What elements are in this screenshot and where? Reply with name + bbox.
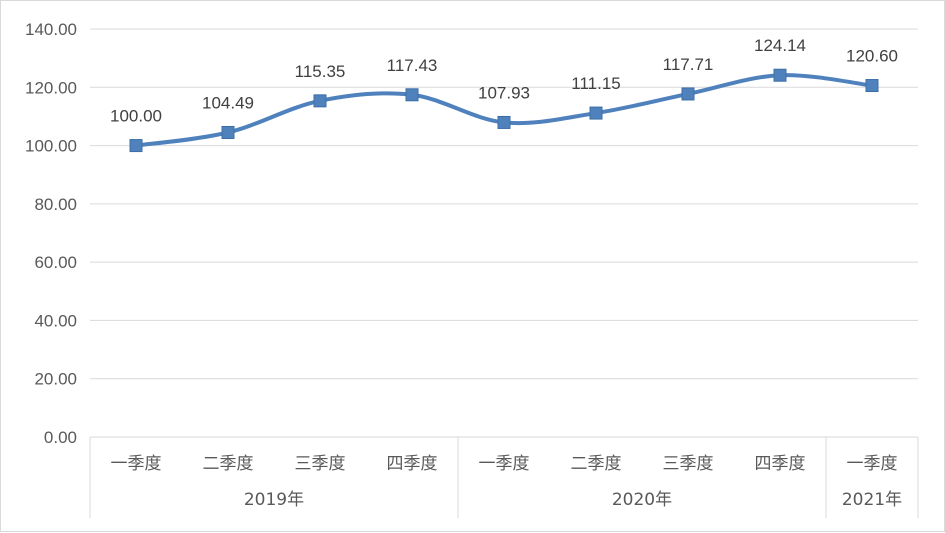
data-label: 124.14 xyxy=(754,36,806,55)
data-point-marker xyxy=(221,125,235,139)
x-tick-label: 一季度 xyxy=(479,454,530,474)
data-point-marker xyxy=(681,87,695,101)
x-tick-label: 三季度 xyxy=(295,454,346,474)
data-point-marker xyxy=(865,79,879,93)
data-label: 100.00 xyxy=(110,107,162,126)
x-group-label: 2021年 xyxy=(842,490,902,510)
data-label: 120.60 xyxy=(846,47,898,66)
y-tick-label: 100.00 xyxy=(25,137,77,156)
data-point-marker xyxy=(773,68,787,82)
x-tick-label: 一季度 xyxy=(847,454,898,474)
x-group-label: 2020年 xyxy=(612,490,672,510)
data-point-marker xyxy=(129,139,143,153)
x-group-label: 2019年 xyxy=(244,490,304,510)
x-tick-label: 三季度 xyxy=(663,454,714,474)
data-label: 104.49 xyxy=(202,93,254,112)
data-label: 111.15 xyxy=(571,74,620,93)
y-tick-label: 60.00 xyxy=(34,253,77,272)
x-tick-label: 四季度 xyxy=(387,454,438,474)
data-point-marker xyxy=(589,106,603,120)
data-point-marker xyxy=(405,88,419,102)
y-tick-label: 80.00 xyxy=(34,195,77,214)
x-tick-label: 二季度 xyxy=(571,454,622,474)
x-tick-label: 四季度 xyxy=(755,454,806,474)
x-tick-label: 二季度 xyxy=(203,454,254,474)
y-tick-label: 0.00 xyxy=(44,428,77,447)
data-label: 115.35 xyxy=(295,62,346,81)
y-tick-label: 140.00 xyxy=(25,20,77,39)
data-label: 117.71 xyxy=(663,55,714,74)
y-tick-label: 20.00 xyxy=(34,370,77,389)
data-point-marker xyxy=(313,94,327,108)
data-label: 107.93 xyxy=(478,83,530,102)
data-label: 117.43 xyxy=(387,56,438,75)
y-tick-label: 120.00 xyxy=(25,78,77,97)
y-tick-label: 40.00 xyxy=(34,311,77,330)
x-tick-label: 一季度 xyxy=(111,454,162,474)
data-point-marker xyxy=(497,115,511,129)
